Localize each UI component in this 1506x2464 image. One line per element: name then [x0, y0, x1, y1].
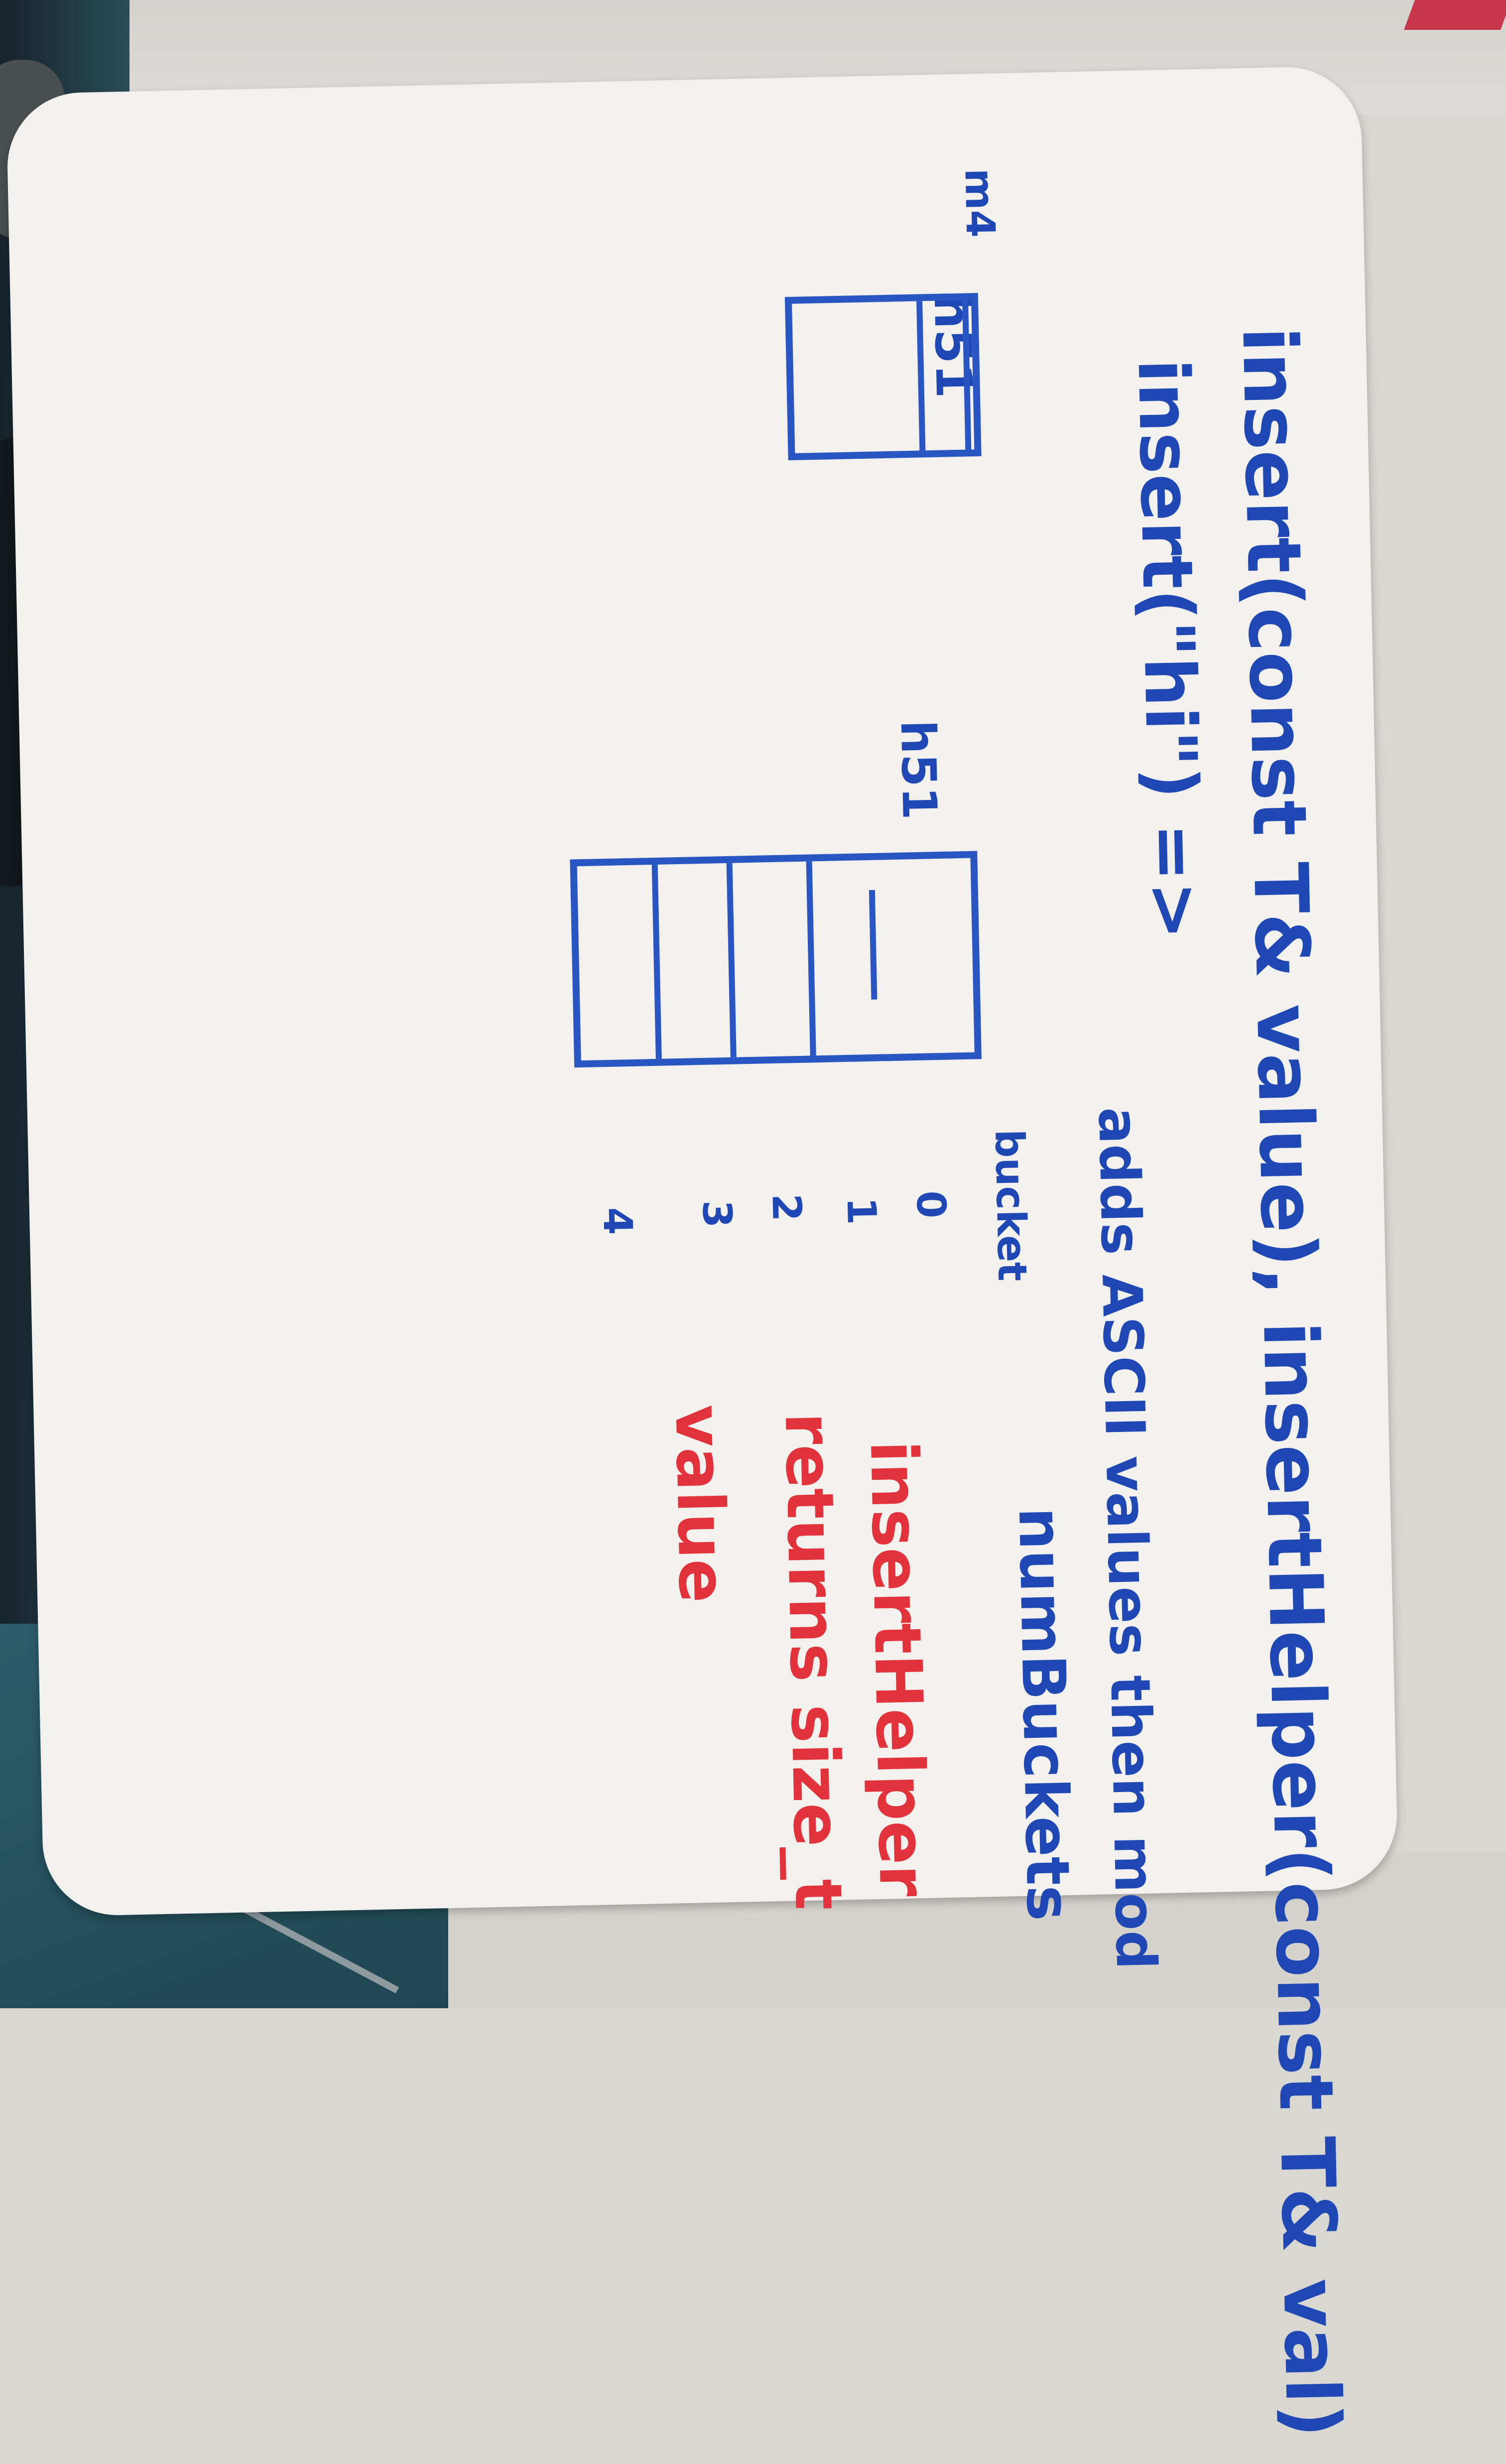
margin-label: m4 [956, 168, 1004, 238]
bucket-label: bucket [986, 1129, 1036, 1282]
whiteboard: insert(const T& value), insertHelper(con… [5, 65, 1399, 2439]
hash-table-drawing [570, 851, 982, 1068]
bucket-number: 3 [693, 1199, 741, 1229]
description: adds ASCII values then mod [1086, 1106, 1168, 1970]
insert-text: insert(const T& value) [1225, 326, 1332, 1268]
red-note-line-2: returns size_t [770, 1412, 857, 1911]
hash-table-divider [726, 863, 737, 1057]
bucket-number: 2 [763, 1193, 810, 1222]
hash-table-divider [806, 861, 816, 1056]
small-table-drawing [784, 293, 982, 461]
insert-helper-text: insertHelper(const T& val) [1246, 1320, 1357, 2439]
bucket-number: 0 [907, 1190, 955, 1219]
red-item [1404, 0, 1506, 30]
hash-table-entry-stroke [869, 890, 878, 1000]
red-note-line-3: value [660, 1404, 741, 1604]
red-note-line-1: insertHelper [855, 1439, 941, 1898]
num-buckets: numBuckets [1004, 1506, 1083, 1922]
insert-example: insert("hi") => [1122, 358, 1216, 941]
bucket-number: 4 [594, 1206, 641, 1236]
small-table-column [916, 300, 972, 451]
bucket-number: 1 [838, 1196, 885, 1226]
insert-signature: insert(const T& value), insertHelper(con… [1225, 326, 1357, 2439]
hash-label-large: h51 [889, 719, 947, 820]
hash-table-divider [651, 864, 662, 1059]
